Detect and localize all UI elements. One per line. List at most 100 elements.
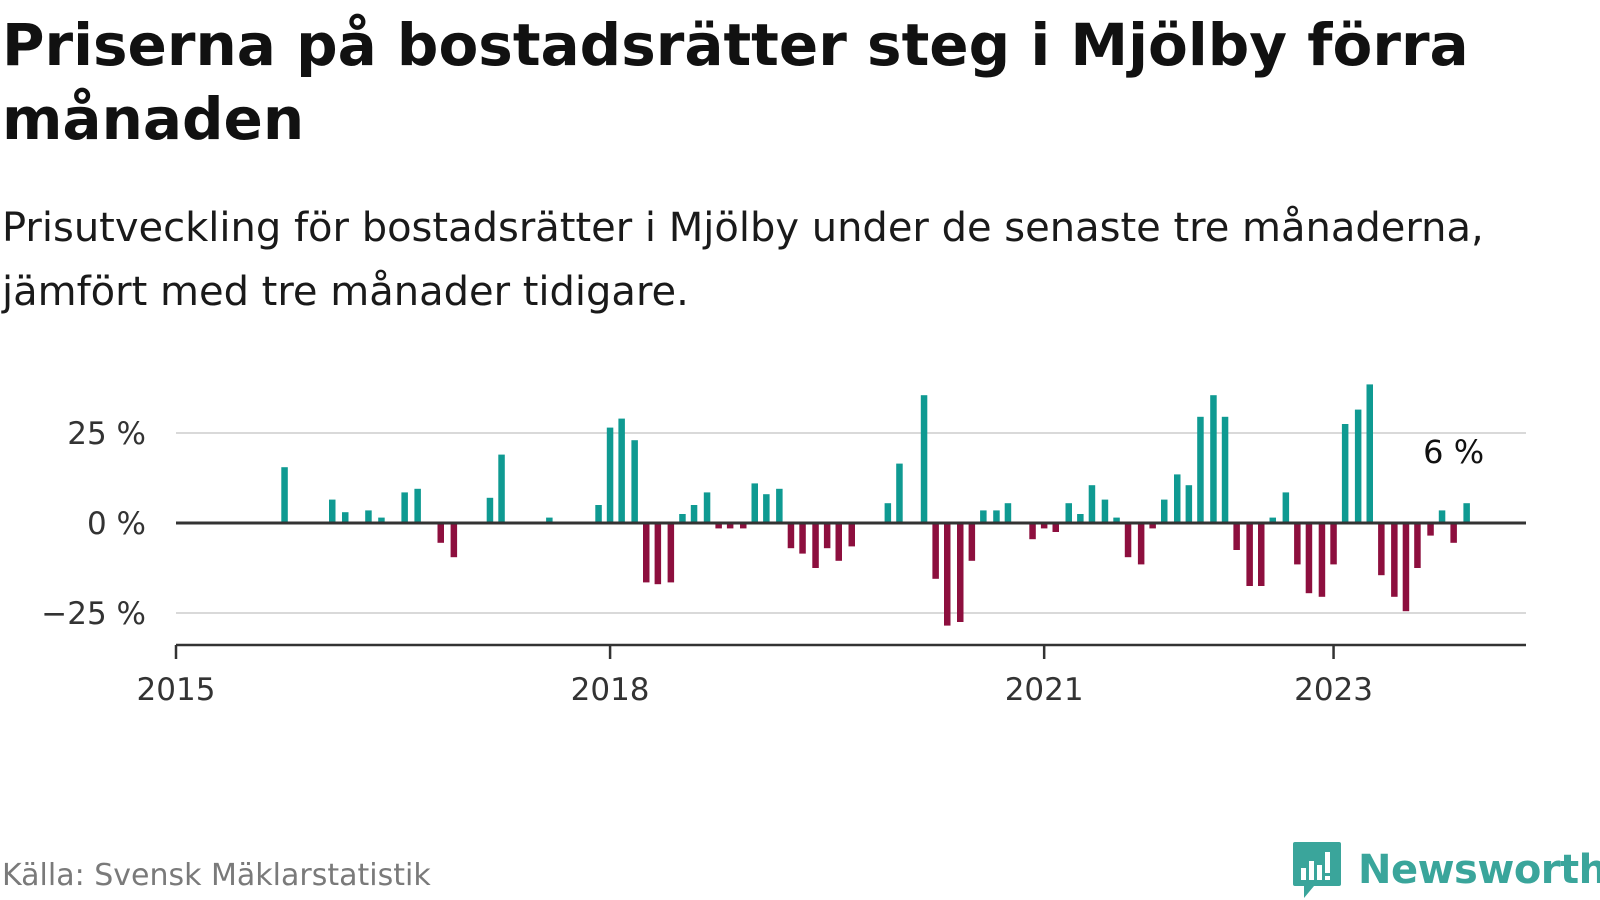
bar xyxy=(1330,523,1337,565)
chart-title: Priserna på bostadsrätter steg i Mjölby … xyxy=(2,11,1469,153)
bar xyxy=(763,494,770,523)
brand-logo: Newsworthy xyxy=(1292,840,1600,900)
bar xyxy=(1341,424,1349,523)
bar xyxy=(740,523,747,529)
bar xyxy=(848,523,855,547)
bar xyxy=(920,395,928,523)
bar xyxy=(957,523,964,622)
bar xyxy=(546,517,553,523)
bar xyxy=(690,505,698,523)
bar xyxy=(944,523,951,626)
x-tick-label: 2015 xyxy=(137,672,216,708)
bar xyxy=(1149,523,1156,529)
bar xyxy=(1414,523,1421,568)
x-tick-label: 2021 xyxy=(1005,672,1084,708)
bar xyxy=(1378,523,1385,576)
y-axis-labels: 25 % 0 % −25 % xyxy=(41,416,146,632)
bar xyxy=(1210,395,1217,523)
bar xyxy=(1282,492,1290,523)
bar xyxy=(486,497,494,523)
bar xyxy=(378,517,385,523)
bar xyxy=(1197,416,1204,523)
bar xyxy=(365,510,372,523)
bar xyxy=(896,463,903,523)
bar xyxy=(1052,523,1059,532)
bar xyxy=(1391,523,1398,597)
bar xyxy=(993,510,1000,523)
bar xyxy=(654,523,662,585)
bar xyxy=(1113,517,1120,523)
bar xyxy=(401,492,408,523)
bar xyxy=(643,523,650,583)
bar xyxy=(437,523,444,543)
newsworthy-logo-icon xyxy=(1293,842,1341,898)
bar xyxy=(606,427,614,523)
bar xyxy=(1065,503,1072,523)
bar xyxy=(715,523,722,529)
bar xyxy=(631,440,638,523)
bar xyxy=(1427,523,1434,536)
bar xyxy=(1029,523,1036,540)
bar xyxy=(884,503,892,523)
bar xyxy=(414,488,421,523)
x-tick-label: 2023 xyxy=(1294,672,1373,708)
bar xyxy=(342,512,349,523)
bar xyxy=(1124,523,1132,558)
bar xyxy=(1221,416,1229,523)
x-tick-label: 2018 xyxy=(571,672,650,708)
bar xyxy=(1366,384,1373,523)
bar xyxy=(835,523,842,561)
bar xyxy=(1004,503,1012,523)
bar xyxy=(1305,523,1313,594)
bar xyxy=(703,492,711,523)
bar xyxy=(281,467,288,523)
bar xyxy=(595,505,602,523)
bars xyxy=(281,384,1470,626)
y-tick-label: 25 % xyxy=(67,416,146,452)
bar xyxy=(1269,517,1276,523)
bar xyxy=(1294,523,1301,565)
bar xyxy=(1258,523,1265,586)
bar xyxy=(823,523,831,549)
bar xyxy=(667,523,675,583)
bar xyxy=(1354,409,1362,523)
brand-name: Newsworthy xyxy=(1358,847,1600,893)
y-tick-label: 0 % xyxy=(87,506,146,542)
bar xyxy=(498,454,505,523)
bar xyxy=(1438,510,1446,523)
bar xyxy=(1174,474,1181,523)
bar xyxy=(450,523,458,558)
bar xyxy=(776,488,783,523)
bar xyxy=(980,510,987,523)
bar xyxy=(1402,523,1410,612)
y-tick-label: −25 % xyxy=(41,596,146,632)
x-axis-ticks: 2015 2018 2021 2023 xyxy=(137,645,1373,708)
source-note: Källa: Svensk Mäklarstatistik xyxy=(2,858,431,893)
bar xyxy=(1463,503,1470,523)
bar xyxy=(329,499,336,523)
bar xyxy=(799,523,806,554)
bar xyxy=(1161,499,1168,523)
bar xyxy=(1077,514,1084,523)
bar xyxy=(1137,523,1145,565)
bar xyxy=(1233,523,1240,550)
bar xyxy=(679,514,686,523)
bar xyxy=(968,523,976,561)
bar xyxy=(618,418,625,523)
chart-subtitle: Prisutveckling för bostadsrätter i Mjölb… xyxy=(2,205,1484,315)
grid-lines xyxy=(176,432,1526,614)
bar xyxy=(1246,523,1253,586)
bar xyxy=(1318,523,1326,597)
last-value-annotation: 6 % xyxy=(1423,433,1484,471)
bar xyxy=(1450,523,1457,543)
bar xyxy=(751,483,758,523)
bar xyxy=(1040,523,1048,529)
bar xyxy=(1101,499,1109,523)
bar xyxy=(726,523,734,529)
bar xyxy=(1185,485,1193,523)
bar xyxy=(932,523,939,579)
bar xyxy=(787,523,795,549)
bar xyxy=(812,523,819,568)
bar xyxy=(1088,485,1096,523)
